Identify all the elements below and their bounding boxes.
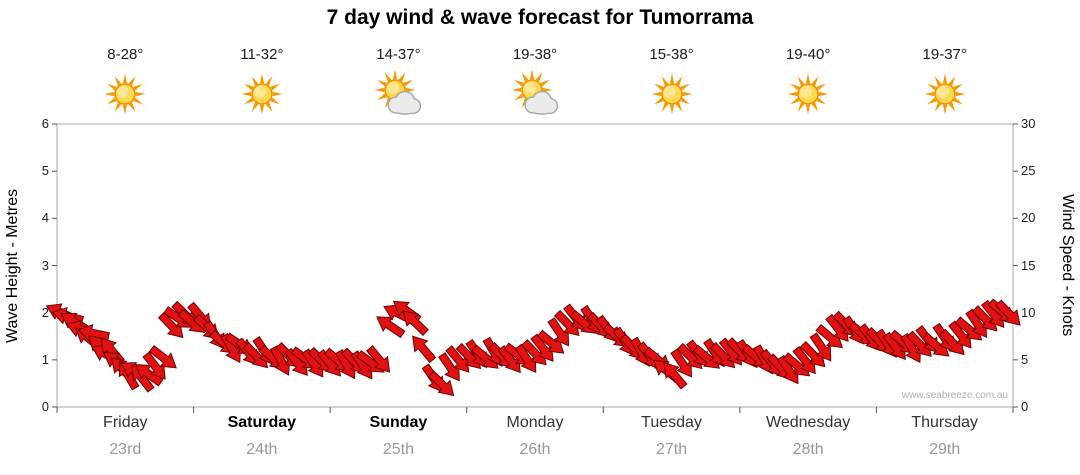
wind-arrow	[412, 335, 437, 364]
wind-arrow	[402, 310, 429, 336]
wind-arrow	[220, 332, 241, 364]
day-name-label: Saturday	[227, 414, 297, 431]
day-date-label: 28th	[792, 441, 824, 458]
wind-arrow	[521, 339, 547, 366]
wind-speed-tick-label: 20	[1021, 210, 1036, 226]
sun-icon	[784, 70, 832, 118]
right-axis-label: Wind Speed - Knots	[1059, 194, 1076, 337]
wind-arrow	[366, 345, 391, 373]
day-date-label: 27th	[655, 441, 688, 458]
wave-height-tick-label: 0	[41, 399, 49, 414]
wind-arrow	[536, 329, 565, 354]
day-date-label: 24th	[246, 441, 278, 458]
wind-arrow	[284, 347, 308, 377]
wind-arrow	[776, 354, 799, 385]
partly-cloudy-icon	[374, 69, 422, 118]
wind-speed-tick-label: 25	[1021, 163, 1036, 179]
wind-speed-tick-label: 15	[1021, 257, 1036, 273]
day-temp-range: 19-37°	[922, 46, 967, 63]
watermark: www.seabreeze.com.au	[901, 390, 1008, 401]
day-name-label: Friday	[103, 414, 148, 431]
wind-arrow	[269, 345, 291, 376]
wind-arrow	[663, 361, 688, 390]
wind-arrow	[965, 308, 987, 339]
day-temp-range: 19-40°	[785, 46, 831, 63]
partly-cloudy-icon	[511, 69, 559, 118]
wind-arrow	[792, 345, 816, 375]
day-temp-range: 15-38°	[649, 46, 694, 63]
day-name-label: Sunday	[369, 414, 428, 431]
day-temp-range: 11-32°	[240, 46, 284, 63]
wind-arrow	[906, 330, 932, 357]
wind-arrow	[948, 320, 972, 349]
wind-arrow	[809, 332, 832, 362]
wind-arrow	[954, 316, 983, 341]
wave-height-tick-label: 4	[41, 210, 49, 226]
wind-arrow	[148, 344, 177, 369]
wind-arrow	[376, 316, 406, 339]
day-temp-range: 19-38°	[512, 46, 558, 63]
wind-arrow	[134, 364, 164, 387]
wave-height-tick-label: 6	[41, 116, 49, 131]
wind-arrow	[445, 345, 470, 373]
wind-arrow	[497, 344, 521, 374]
wind-speed-tick-label: 10	[1021, 304, 1036, 320]
wind-arrow	[471, 344, 499, 369]
wave-height-tick-label: 3	[41, 257, 49, 273]
day-name-label: Tuesday	[641, 414, 702, 431]
day-date-label: 25th	[382, 441, 414, 458]
wind-arrow	[514, 343, 537, 373]
wind-speed-tick-label: 5	[1021, 351, 1029, 367]
wind-arrow	[157, 311, 184, 339]
wind-arrow	[427, 370, 455, 397]
sun-icon	[101, 70, 149, 118]
wind-arrow	[825, 313, 849, 343]
day-temp-range: 14-37°	[376, 46, 421, 63]
wind-arrow	[530, 333, 554, 362]
day-name-label: Thursday	[911, 414, 979, 431]
sun-icon	[648, 70, 696, 118]
day-date-label: 23rd	[109, 441, 142, 458]
wave-height-tick-label: 5	[41, 163, 49, 179]
wave-height-tick-label: 2	[41, 304, 49, 320]
wind-arrow	[900, 332, 922, 364]
wind-arrow	[971, 305, 998, 332]
wind-arrows	[45, 298, 1021, 397]
wind-arrow	[995, 299, 1021, 326]
wind-speed-tick-label: 0	[1021, 399, 1029, 414]
day-name-label: Wednesday	[766, 414, 851, 431]
wave-height-tick-label: 1	[41, 351, 49, 367]
sun-icon	[238, 70, 286, 118]
day-temp-range: 8-28°	[107, 46, 144, 63]
chart-title: 7 day wind & wave forecast for Tumorrama	[326, 6, 754, 29]
wind-arrow	[553, 309, 580, 337]
day-date-label: 29th	[929, 441, 961, 458]
wind-arrow	[242, 341, 269, 369]
sun-icon	[921, 70, 969, 118]
day-date-label: 26th	[519, 441, 551, 458]
wind-speed-tick-label: 30	[1021, 116, 1036, 131]
day-name-label: Monday	[506, 414, 564, 431]
